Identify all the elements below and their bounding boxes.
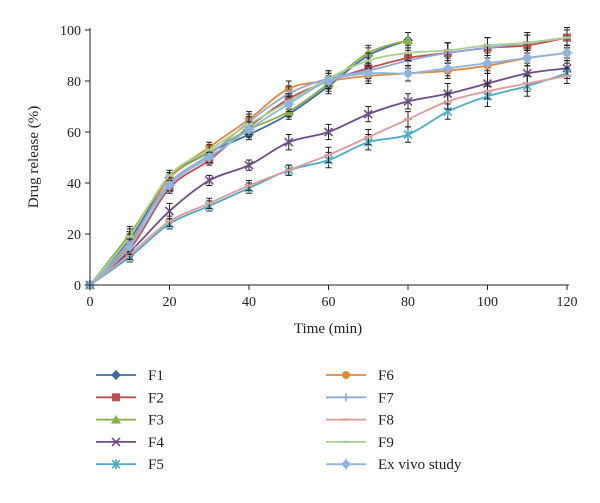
legend-label: F2 [148,390,164,406]
legend-swatch-marker [111,414,121,424]
data-point [403,129,413,140]
y-tick-label: 100 [60,24,81,39]
legend-item-2: F2 [96,390,164,406]
legend-label: F8 [378,413,394,429]
legend-swatch-marker [342,371,350,379]
legend-swatch-marker [342,393,350,402]
plot-area [84,26,573,291]
axes: 0 20 40 60 80 100 120 0 20 40 60 80 100 [60,24,578,310]
legend-item-10: Ex vivo study [326,457,462,473]
legend-swatch-marker [111,370,121,380]
legend-item-3: F3 [96,413,164,429]
series-5 [85,62,572,290]
x-tick-label: 40 [242,295,256,310]
data-point-cross [362,67,375,80]
x-tick-label: 60 [322,295,336,310]
data-point-cross [441,62,454,75]
legend-item-8: F8 [326,413,394,429]
data-point-cross [322,75,335,87]
data-point-cross [163,179,176,192]
data-point-cross [561,46,573,59]
series-line [89,67,568,286]
legend-label: F7 [378,390,394,406]
x-tick-label: 100 [477,295,498,310]
legend-item-4: F4 [96,435,164,451]
legend-label: F1 [148,368,164,384]
legend-label: F6 [378,368,394,384]
x-tick-label: 0 [87,295,94,310]
legend-label: F4 [148,435,164,451]
legend-item-9: F9 [326,435,394,451]
data-point [284,137,294,147]
data-point-cross [402,67,414,80]
y-tick-label: 40 [67,177,81,192]
x-tick-label: 20 [163,295,177,310]
legend-item-5: F5 [96,457,164,473]
series-line [89,72,568,286]
series-8 [86,67,571,289]
y-tick-label: 60 [67,126,81,141]
y-tick-label: 80 [67,75,81,90]
data-point-cross [243,123,255,136]
legend-item-7: F7 [326,390,394,406]
legend-swatch-marker [111,437,121,447]
x-tick-label: 120 [557,295,578,310]
legend-item-6: F6 [326,368,394,384]
legend-swatch-marker-cross [340,458,352,471]
legend-swatch-marker [111,459,121,470]
series-10 [84,44,573,291]
data-point [363,109,373,119]
series-line [89,75,568,286]
data-point [403,35,413,45]
data-point [204,175,214,186]
data-point-cross [123,240,136,253]
x-axis-label: Time (min) [294,321,362,337]
y-tick-label: 20 [67,228,81,243]
data-point-cross [282,97,295,110]
data-point [403,96,413,106]
legend-label: F9 [378,435,394,451]
legend-item-1: F1 [96,368,164,384]
y-tick-label: 0 [74,279,81,294]
legend: F1 F2 F3 F4 F5 F6 F7 F8 F9 Ex vivo study [96,368,462,473]
data-point [164,206,175,216]
data-point [244,160,254,170]
data-point-cross [203,151,216,164]
data-point-cross [481,57,494,70]
data-point-cross [521,52,534,65]
legend-label: F3 [148,413,164,429]
y-axis-label: Drug release (%) [26,106,42,208]
x-tick-label: 80 [401,295,415,310]
data-point [323,127,334,137]
legend-label: F5 [148,457,164,473]
legend-label: Ex vivo study [378,457,462,473]
legend-swatch-marker [112,393,120,402]
